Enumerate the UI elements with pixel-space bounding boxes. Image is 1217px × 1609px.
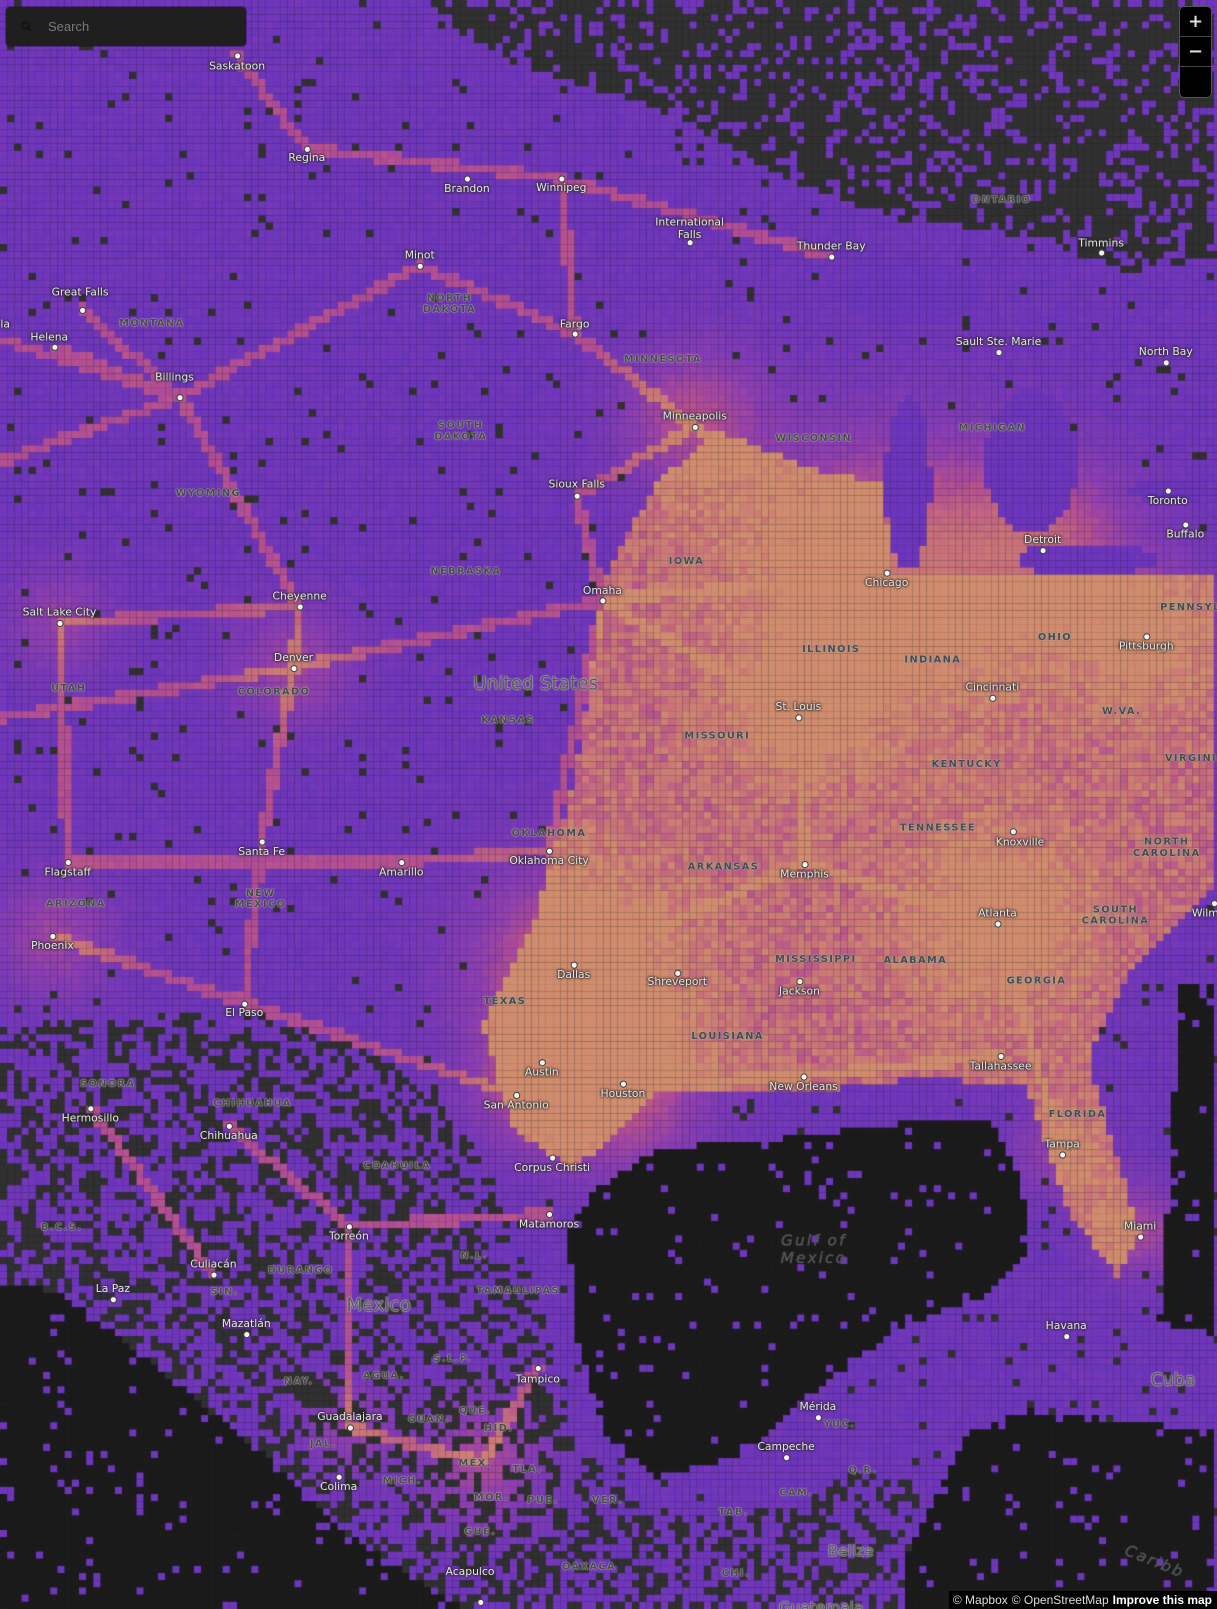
search-box[interactable] [6, 7, 246, 46]
zoom-out-button[interactable]: − [1180, 37, 1211, 67]
zoom-controls: + − [1179, 6, 1212, 98]
mapbox-attribution-link[interactable]: © Mapbox [952, 1593, 1008, 1607]
zoom-in-button[interactable]: + [1180, 7, 1211, 37]
search-input[interactable] [46, 18, 220, 35]
improve-map-link[interactable]: Improve this map [1112, 1593, 1212, 1607]
attribution: © Mapbox © OpenStreetMap Improve this ma… [948, 1591, 1217, 1609]
osm-attribution-link[interactable]: © OpenStreetMap [1011, 1593, 1109, 1607]
compass-button[interactable] [1180, 67, 1211, 96]
search-icon [21, 21, 32, 32]
